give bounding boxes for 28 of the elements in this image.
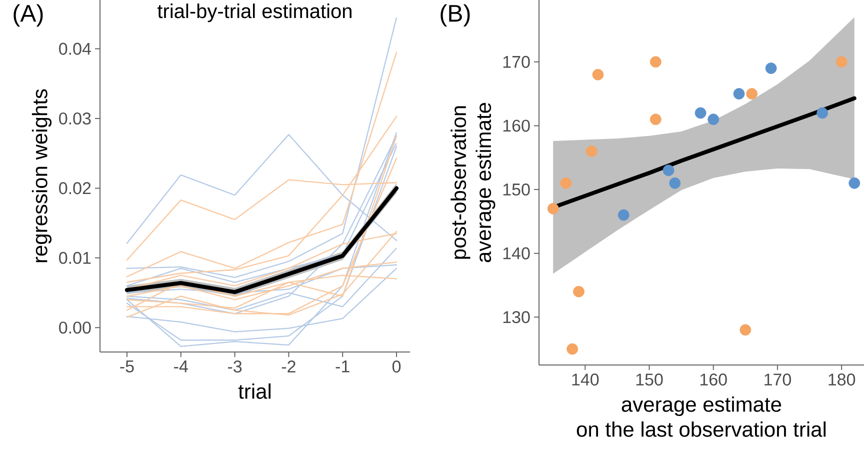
x-tick-label: 170 [764,374,791,386]
y-tick-label: 0.02 [59,182,91,194]
x-tick-label: 160 [700,374,727,386]
y-tick-label: 0.04 [59,42,91,55]
text: (A) [14,4,43,27]
x-tick-label: 0 [392,360,401,373]
y-tick-label: 140 [503,247,530,260]
x-tick-label: -4 [174,360,188,372]
chart-title: trial-by-trial estimation [157,4,352,22]
y-tick-label: 160 [503,120,530,132]
x-tick-label: -5 [120,360,134,372]
y-tick-label: 130 [503,311,530,324]
x-axis-title: average estimate on the last observation trial [576,396,826,437]
x-tick-label: -2 [282,360,296,372]
x-axis-title: trial [238,383,271,399]
x-tick-label: -3 [228,360,242,373]
y-tick-label: 150 [503,184,530,196]
x-tick-label: 150 [636,374,663,386]
y-tick-label: 0.00 [59,322,91,334]
x-tick-label: 180 [828,374,856,386]
y-tick-label: 170 [503,56,530,68]
y-axis-title: regression weights [32,89,52,262]
y-axis-title: post-observation average estimate [450,102,496,262]
x-tick-label: 140 [572,374,599,386]
y-tick-label: 0.01 [59,252,91,264]
x-tick-label: -1 [336,360,350,372]
text: (B) [440,4,470,27]
y-tick-label: 0.03 [59,112,91,125]
